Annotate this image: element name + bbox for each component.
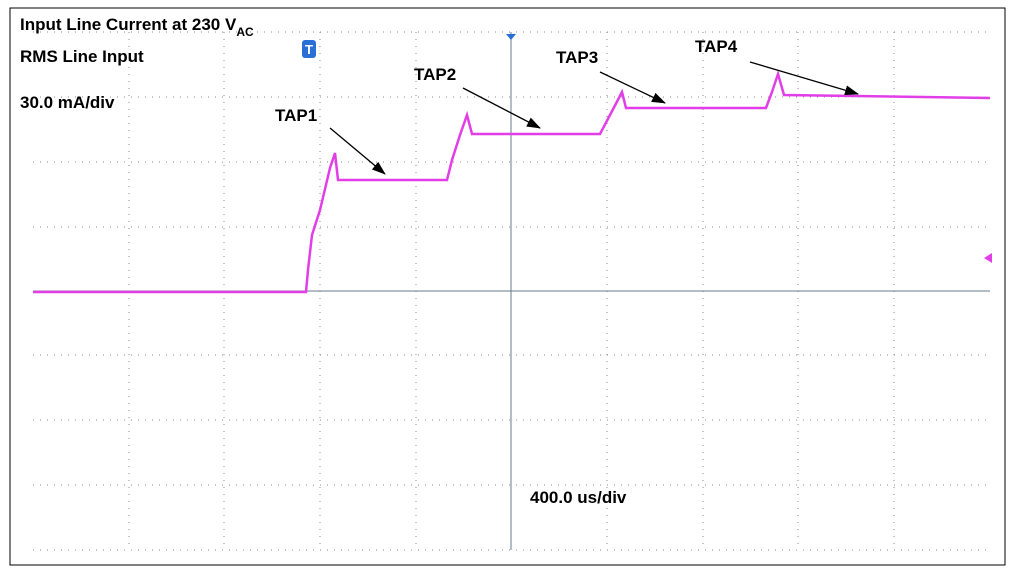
tap-label: TAP4 [695,37,738,56]
frame [9,7,1006,566]
trigger-label: T [305,42,313,57]
waveform [33,69,991,294]
tap-label: TAP2 [414,65,456,84]
horizontal-scale: 400.0 us/div [530,488,627,507]
tap-label: TAP3 [556,48,598,67]
vertical-scale: 30.0 mA/div [20,93,115,112]
trigger-position [506,34,516,40]
arrow [749,61,859,96]
title-subscript: AC [236,25,254,39]
subtitle: RMS Line Input [20,47,144,66]
arrow [329,127,386,175]
arrow [462,87,541,129]
arrow [599,71,666,104]
title: Input Line Current at 230 VAC [20,15,254,39]
ground-marker [984,253,992,263]
tap-label: TAP1 [275,106,317,125]
trigger-icon [302,40,316,58]
title-text: Input Line Current at 230 V [20,15,237,34]
